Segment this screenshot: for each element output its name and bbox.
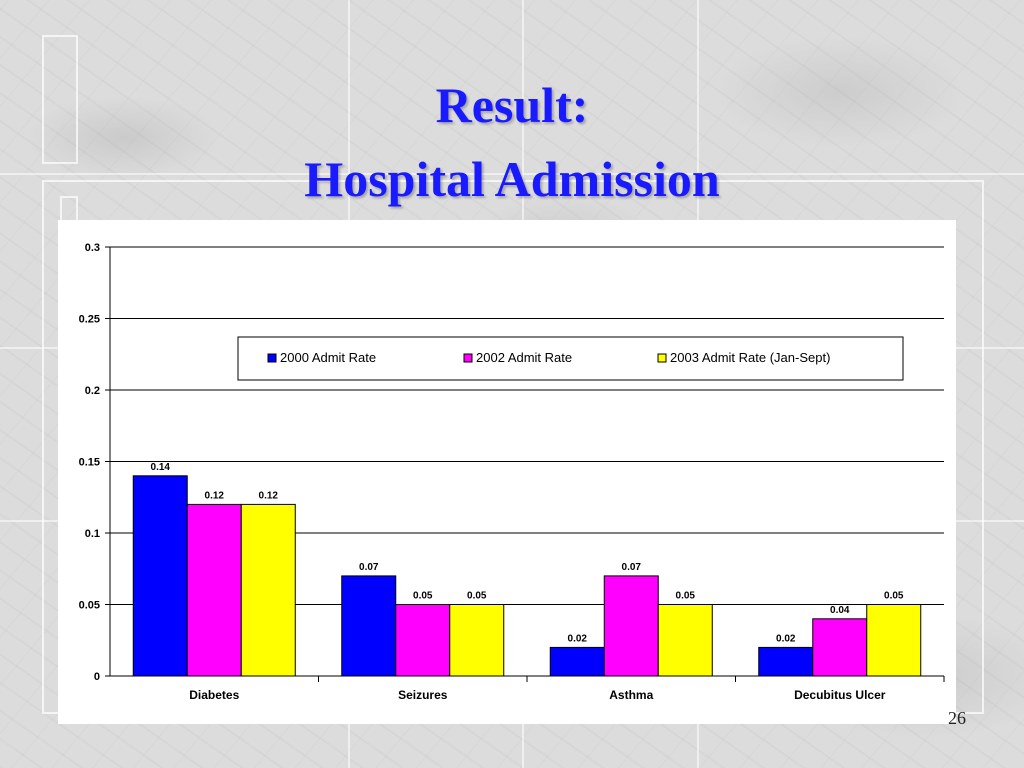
bar-seizures-series-2 xyxy=(449,604,505,677)
y-tick-label: 0 xyxy=(94,671,100,683)
y-tick-label: 0.1 xyxy=(85,528,100,540)
data-label: 0.05 xyxy=(676,591,696,602)
data-label: 0.07 xyxy=(359,562,379,573)
category-label: Decubitus Ulcer xyxy=(794,688,886,702)
decorative-frame xyxy=(42,35,78,164)
bar-asthma-series-1 xyxy=(603,575,659,677)
bar-chart: 0.14 0.12 0.12 0.07 0.05 0.05 0.02 0.07 0.05 0.02… xyxy=(79,242,945,702)
bar-seizures-series-0 xyxy=(341,575,397,677)
slide-title-line2: Hospital Admission xyxy=(304,151,720,207)
data-label: 0.14 xyxy=(151,462,171,473)
bar-diabetes-series-1 xyxy=(186,503,242,677)
data-label: 0.05 xyxy=(884,591,904,602)
bar-asthma-series-0 xyxy=(549,646,605,677)
legend-box xyxy=(237,336,904,381)
y-tick-label: 0.3 xyxy=(85,242,100,254)
data-label: 0.05 xyxy=(413,591,433,602)
legend-swatch xyxy=(463,353,473,363)
data-label: 0.04 xyxy=(830,605,850,616)
bar-decubitus-ulcer-series-1 xyxy=(812,618,868,677)
y-tick-label: 0.25 xyxy=(79,314,100,326)
slide-title-line1: Result: xyxy=(435,77,589,133)
bar-diabetes-series-0 xyxy=(132,475,188,677)
category-label: Asthma xyxy=(609,688,653,702)
bar-decubitus-ulcer-series-0 xyxy=(758,646,814,677)
data-label: 0.02 xyxy=(776,633,796,644)
data-label: 0.12 xyxy=(259,490,279,501)
legend-swatch xyxy=(657,353,667,363)
chart-panel: 0.14 0.12 0.12 0.07 0.05 0.05 0.02 0.07 0.05 0.02… xyxy=(58,220,956,724)
legend-label: 2000 Admit Rate xyxy=(280,350,376,365)
tile-seam xyxy=(0,173,1024,175)
data-label: 0.12 xyxy=(205,490,225,501)
legend-swatch xyxy=(267,353,277,363)
bar-seizures-series-1 xyxy=(395,604,451,677)
page-number: 26 xyxy=(948,708,966,728)
bar-decubitus-ulcer-series-2 xyxy=(866,604,922,677)
legend-label: 2003 Admit Rate (Jan-Sept) xyxy=(670,350,830,365)
data-label: 0.07 xyxy=(622,562,642,573)
y-tick-label: 0.2 xyxy=(85,385,100,397)
data-label: 0.05 xyxy=(467,591,487,602)
bar-diabetes-series-2 xyxy=(240,503,296,677)
category-label: Seizures xyxy=(398,688,448,702)
category-label: Diabetes xyxy=(189,688,239,702)
legend-label: 2002 Admit Rate xyxy=(476,350,572,365)
bar-asthma-series-2 xyxy=(657,604,713,677)
y-tick-label: 0.15 xyxy=(79,457,100,469)
y-tick-label: 0.05 xyxy=(79,600,100,612)
data-label: 0.02 xyxy=(568,633,588,644)
